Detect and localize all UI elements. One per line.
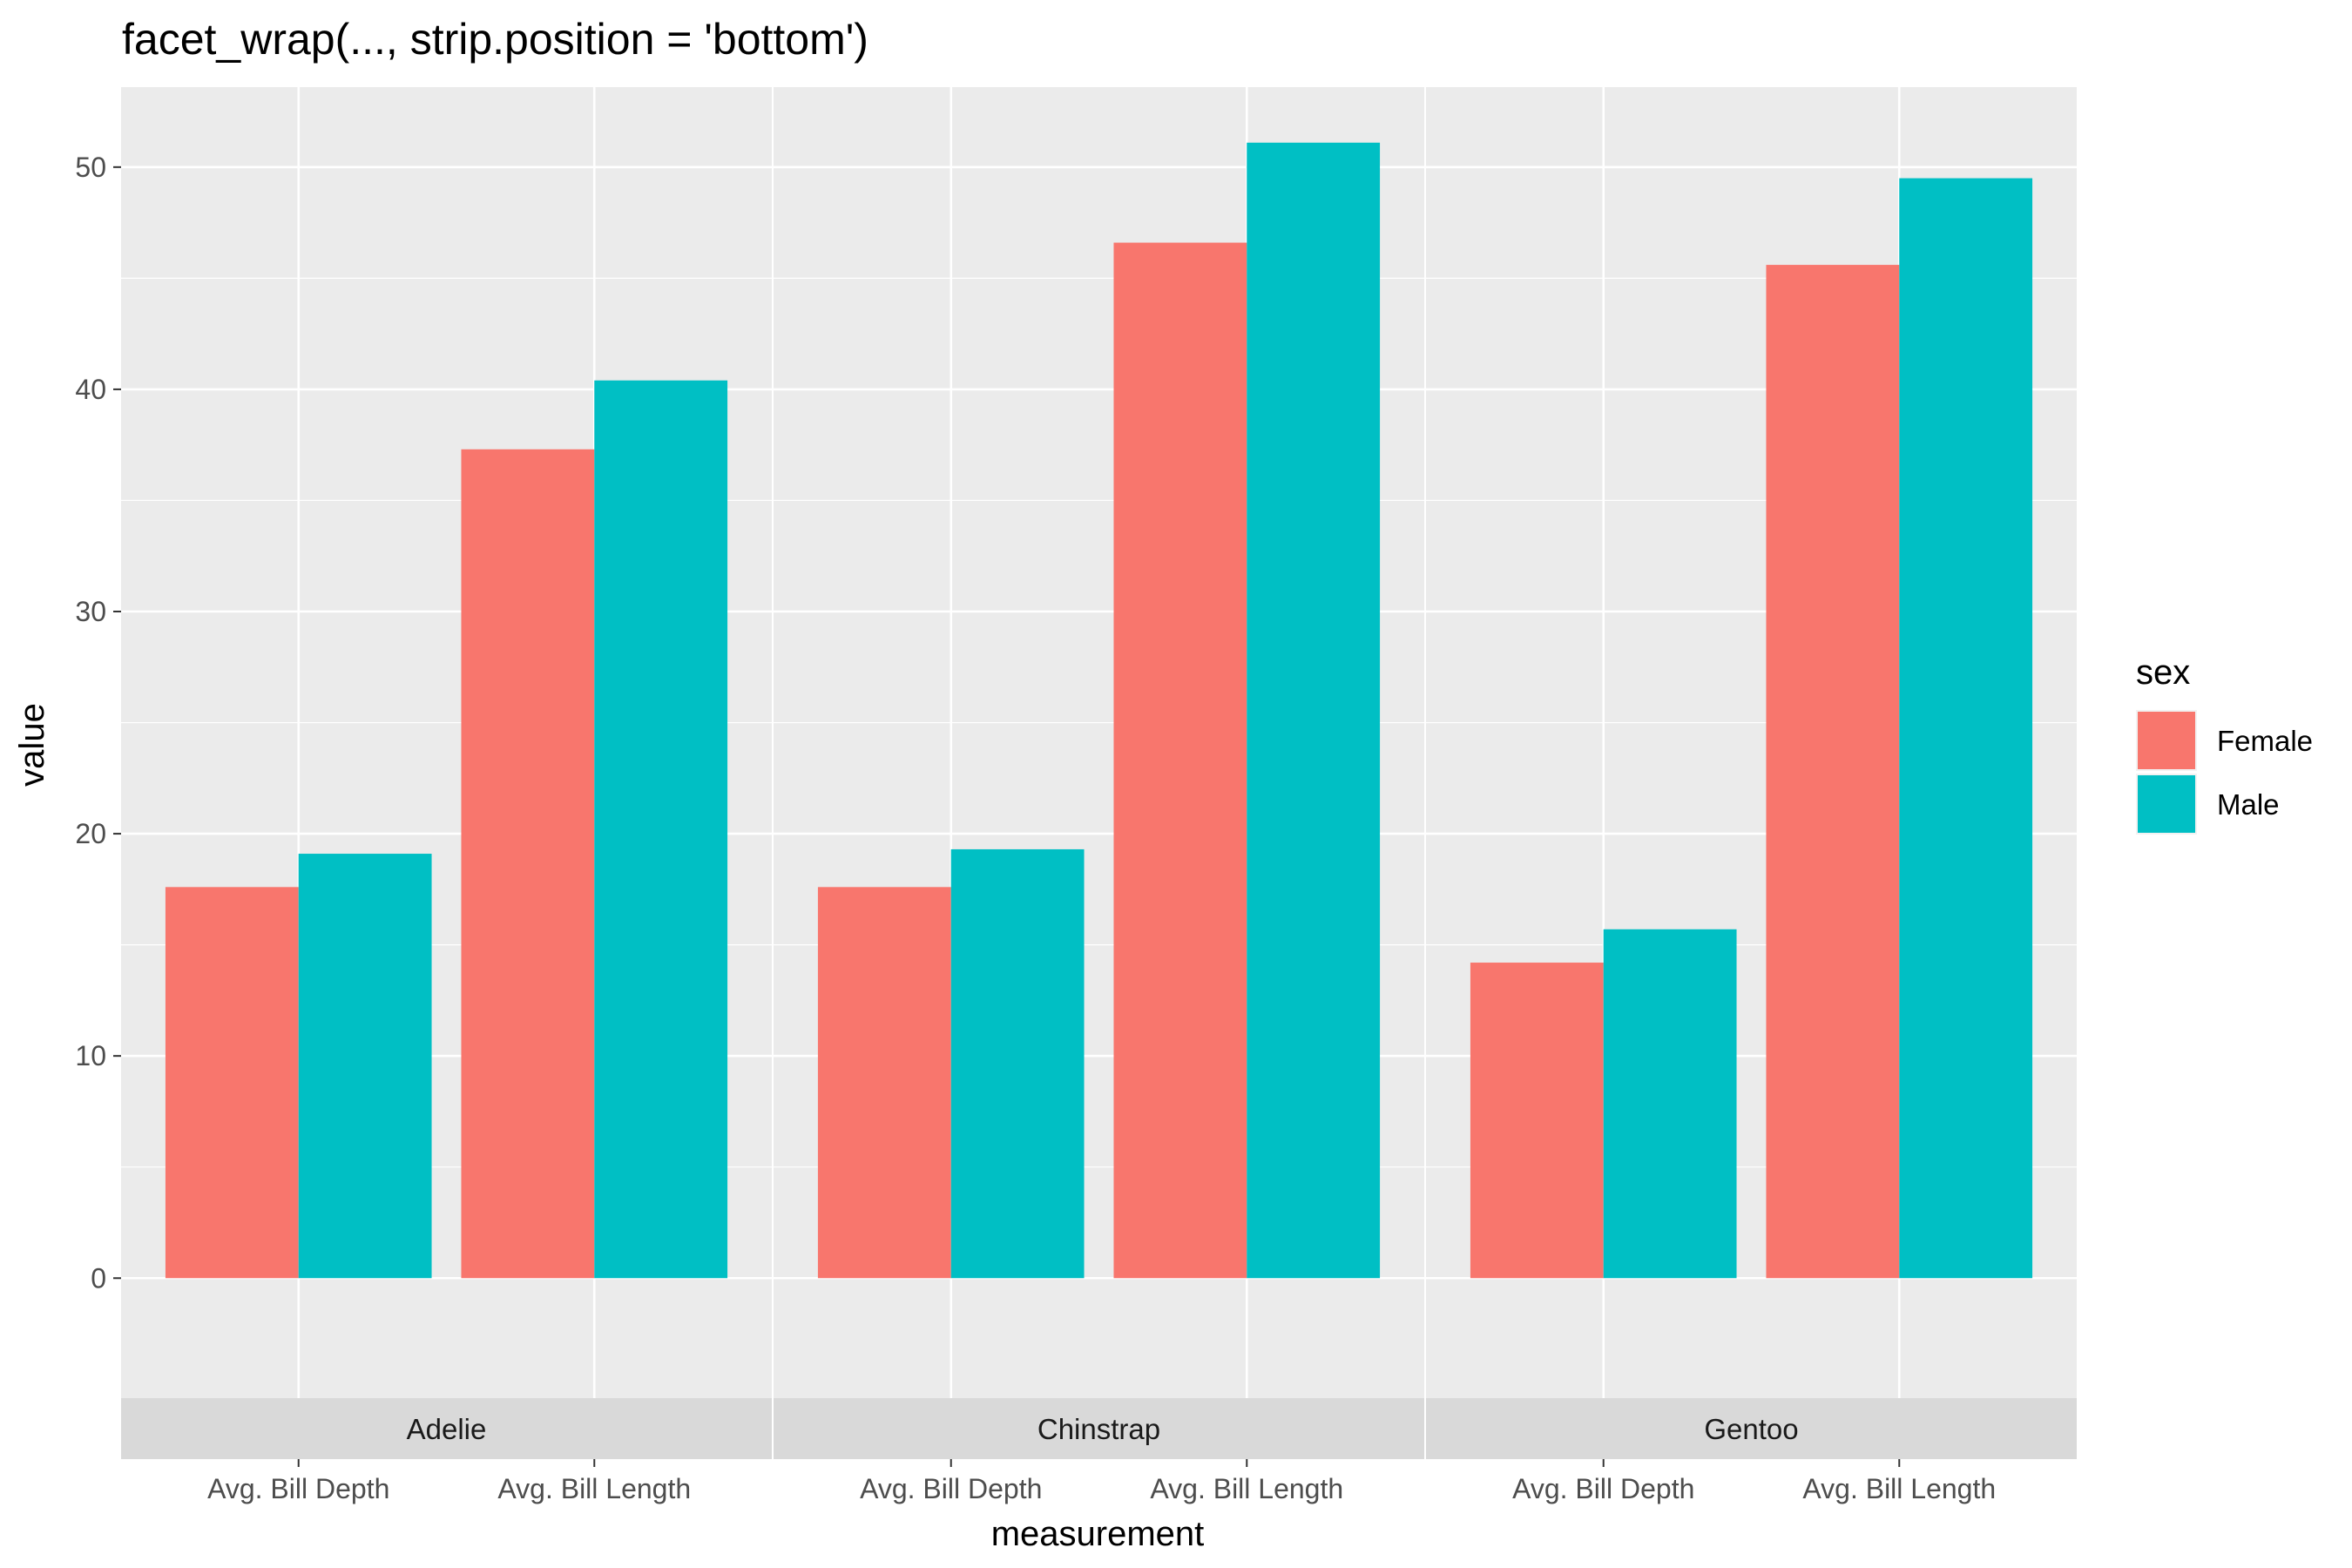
legend-title: sex xyxy=(2136,653,2190,692)
y-tick-label: 20 xyxy=(75,818,106,849)
bar-adelie-female-length xyxy=(461,449,595,1279)
y-axis: 0 10 20 30 40 50 xyxy=(75,152,121,1294)
x-tick-label: Avg. Bill Depth xyxy=(1512,1473,1694,1504)
bar-gentoo-male-depth xyxy=(1603,929,1737,1279)
y-tick-label: 30 xyxy=(75,596,106,627)
bar-gentoo-female-depth xyxy=(1470,963,1604,1279)
facet-strip xyxy=(1426,1398,2077,1459)
bar-adelie-female-depth xyxy=(165,887,299,1279)
legend-key-female xyxy=(2138,712,2195,769)
y-axis-title: value xyxy=(13,703,51,787)
legend-label-female: Female xyxy=(2217,725,2313,757)
x-tick-label: Avg. Bill Length xyxy=(497,1473,691,1504)
bar-gentoo-female-length xyxy=(1766,265,1900,1279)
facet-panel-chinstrap: Chinstrap Avg. Bill Depth Avg. Bill Length xyxy=(774,87,1424,1504)
x-axis-title: measurement xyxy=(991,1515,1205,1553)
legend: sex Female Male xyxy=(2136,653,2313,835)
legend-label-male: Male xyxy=(2217,788,2280,821)
x-tick-label: Avg. Bill Depth xyxy=(207,1473,389,1504)
y-tick-label: 0 xyxy=(91,1262,106,1294)
bar-gentoo-male-length xyxy=(1899,178,2033,1279)
bar-chinstrap-male-length xyxy=(1247,142,1381,1279)
facet-strip xyxy=(121,1398,772,1459)
x-tick-label: Avg. Bill Depth xyxy=(860,1473,1042,1504)
y-tick-label: 10 xyxy=(75,1040,106,1071)
bar-adelie-male-length xyxy=(594,380,728,1279)
y-tick-label: 40 xyxy=(75,374,106,405)
facet-panel-adelie: Adelie Avg. Bill Depth Avg. Bill Length xyxy=(121,87,772,1504)
chart-title: facet_wrap(..., strip.position = 'bottom… xyxy=(122,15,868,64)
facet-panel-gentoo: Gentoo Avg. Bill Depth Avg. Bill Length xyxy=(1426,87,2077,1504)
bar-chinstrap-male-depth xyxy=(950,848,1085,1279)
bar-chinstrap-female-length xyxy=(1113,242,1247,1279)
y-tick-label: 50 xyxy=(75,152,106,183)
x-tick-label: Avg. Bill Length xyxy=(1802,1473,1996,1504)
bar-adelie-male-depth xyxy=(298,854,432,1279)
legend-key-male xyxy=(2138,775,2195,833)
facet-strip-label: Adelie xyxy=(407,1413,487,1445)
bar-chinstrap-female-depth xyxy=(817,887,951,1279)
facet-strip-label: Chinstrap xyxy=(1037,1413,1160,1445)
x-tick-label: Avg. Bill Length xyxy=(1150,1473,1343,1504)
facet-strip xyxy=(774,1398,1424,1459)
facet-strip-label: Gentoo xyxy=(1704,1413,1798,1445)
